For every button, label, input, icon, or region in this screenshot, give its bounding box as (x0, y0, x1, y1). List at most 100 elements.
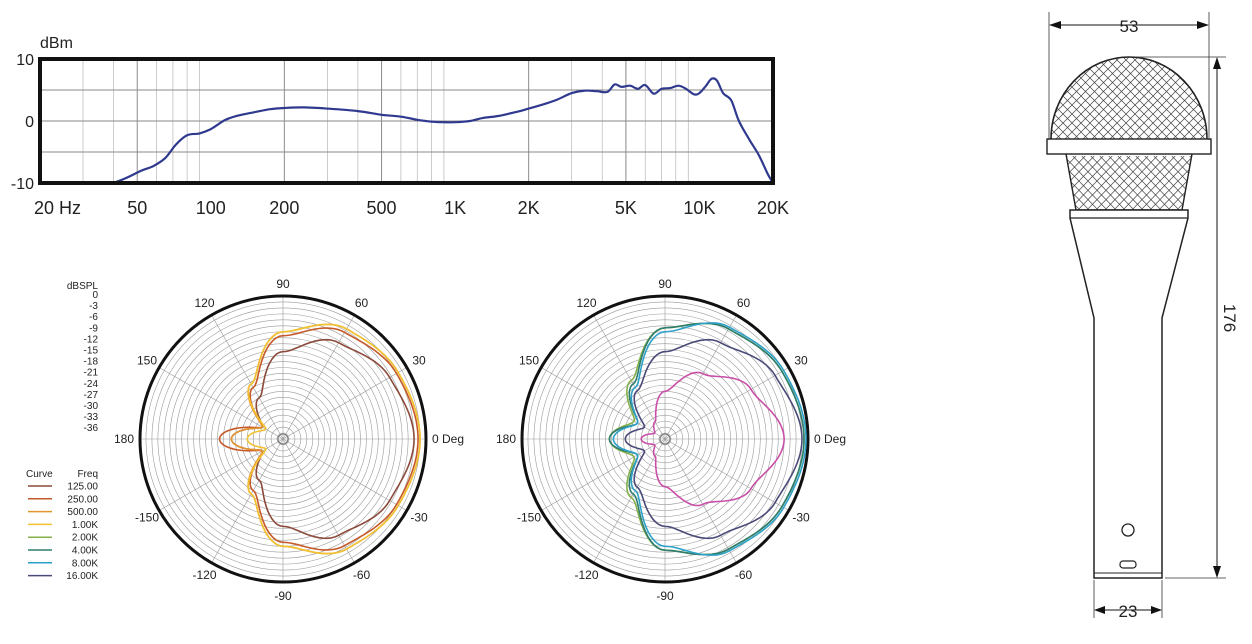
polar-angle-label: -90 (656, 589, 674, 603)
grille-mesh-line (1111, 156, 1173, 210)
grille-mesh-line (941, 55, 1041, 155)
polar-scale-tick-label: 0 (92, 290, 98, 301)
grille-mesh-line (986, 150, 1046, 212)
polar-angle-label: 120 (576, 296, 596, 310)
polar-scale-ticks: 0-3-6-9-12-15-18-21-24-27-30-33-36 (84, 290, 99, 434)
polar-grid-spoke (664, 315, 737, 440)
polar-series-curve (608, 322, 805, 556)
width-dimension-label: 53 (1120, 17, 1139, 36)
grille-mesh-line (1066, 156, 1074, 210)
grille-mesh-line (968, 150, 1028, 212)
grille-mesh-line (1229, 150, 1252, 212)
grille-mesh-line (1165, 156, 1192, 210)
polar-angle-label: -90 (274, 589, 292, 603)
polar-angle-label: -60 (353, 568, 371, 582)
polar-series-curve (218, 327, 419, 551)
polar-scale: dBSPL 0-3-6-9-12-15-18-21-24-27-30-33-36 (67, 281, 99, 434)
legend-freq-label: 125.00 (67, 482, 98, 493)
length-arrow-top (1213, 57, 1221, 69)
polar-angle-label: 60 (737, 296, 751, 310)
polar-pattern-low-freq: 0 Deg 30 60 90 120 150 180 -150 -120 -90 -60 -30 (114, 277, 464, 603)
grille-mesh-line (977, 150, 1037, 212)
grille-mesh-line (914, 55, 1014, 155)
grille-mesh-line (1238, 150, 1252, 212)
polar-grid-spoke (282, 438, 407, 511)
grille-mesh-line (1238, 150, 1252, 212)
polar-angle-label: -150 (517, 511, 541, 525)
polar-scale-tick-label: -15 (84, 346, 99, 357)
length-arrow-bottom (1213, 566, 1221, 578)
grille-mesh-line (905, 55, 1005, 155)
polar-scale-tick-label: -36 (84, 423, 99, 434)
polar-outer-ring (138, 294, 428, 584)
grille-mesh-line (1220, 55, 1252, 155)
grille-mesh-line (1102, 156, 1164, 210)
polar-grid-spoke (211, 315, 284, 440)
grille-mesh-line (905, 55, 1005, 155)
polar-angle-label: 120 (194, 296, 214, 310)
grille-mesh-line (1051, 57, 1123, 152)
grille-mesh-line (914, 55, 1014, 155)
handle-slot (1119, 560, 1137, 569)
polar-scale-title: dBSPL (67, 281, 99, 292)
grille-mesh-line (1051, 57, 1060, 152)
polar-scale-tick-label: -6 (89, 312, 98, 323)
polar-angle-label: -120 (574, 568, 598, 582)
grille-mesh-line (1183, 156, 1192, 210)
polar-scale-tick-label: -30 (84, 401, 99, 412)
grille-mesh-line (896, 55, 996, 155)
grille-mesh-line (932, 55, 1032, 155)
legend-freq-label: 2.00K (72, 533, 98, 544)
polar-angle-label: 150 (137, 354, 157, 368)
grille-mesh-line (941, 55, 1041, 155)
grille-mesh-line (1193, 150, 1252, 212)
grille-mesh-line (923, 55, 1023, 155)
grille-mesh-line (1066, 156, 1128, 210)
polar-scale-tick-label: -33 (84, 412, 99, 423)
frequency-x-tick-label: 5K (615, 198, 637, 218)
polar-grid-spoke (593, 438, 666, 563)
grille-band (1046, 138, 1212, 155)
polar-scale-tick-label: -21 (84, 368, 99, 379)
legend-freq-label: 500.00 (67, 507, 98, 518)
polar-series-curve (624, 338, 803, 540)
polar-angle-label: -30 (410, 511, 428, 525)
polar-angle-label: 0 Deg (432, 432, 464, 446)
frequency-x-tick-label: 20K (757, 198, 789, 218)
grille-mesh-line (1229, 150, 1252, 212)
grille-mesh-line (1174, 156, 1192, 210)
legend-freq-label: 8.00K (72, 558, 98, 569)
grille-mesh-line (1147, 156, 1192, 210)
legend-freq-label: 4.00K (72, 546, 98, 557)
legend-header-curve: Curve (26, 469, 53, 480)
polar-angle-label: 180 (496, 432, 516, 446)
polar-series-curve (230, 338, 415, 540)
polar-angle-label: -150 (135, 511, 159, 525)
legend-freq-label: 16.00K (66, 571, 98, 582)
frequency-x-ticks: 20 Hz 50 100 200 500 1K 2K 5K 10K 20K (34, 198, 789, 218)
grille-mesh-line (1183, 156, 1192, 210)
polar-grid-spoke (541, 367, 666, 440)
polar-angle-label: -120 (192, 568, 216, 582)
handle-arrow-right (1151, 606, 1162, 614)
grille-mesh-line (1220, 55, 1252, 155)
legend-freq-label: 1.00K (72, 520, 98, 531)
polar-series-curve (246, 323, 421, 555)
grille-mesh-line (1066, 156, 1092, 210)
frequency-response-curve (113, 77, 774, 185)
grille-mesh-line (1202, 150, 1252, 212)
frequency-x-tick-label: 200 (269, 198, 299, 218)
grille-mesh-line (932, 55, 1032, 155)
handle-screw-hole (1121, 523, 1135, 537)
frequency-x-tick-label: 2K (518, 198, 540, 218)
handle-dimension-label: 23 (1119, 602, 1138, 621)
polar-grid-spoke (593, 315, 666, 440)
grille-mesh-line (977, 150, 1037, 212)
grille-mesh-line (1004, 150, 1064, 212)
frequency-x-tick-label: 10K (683, 198, 715, 218)
grille-outline (1050, 56, 1208, 140)
frequency-y-label: dBm (40, 35, 73, 52)
polar-grid-spoke (282, 438, 355, 563)
